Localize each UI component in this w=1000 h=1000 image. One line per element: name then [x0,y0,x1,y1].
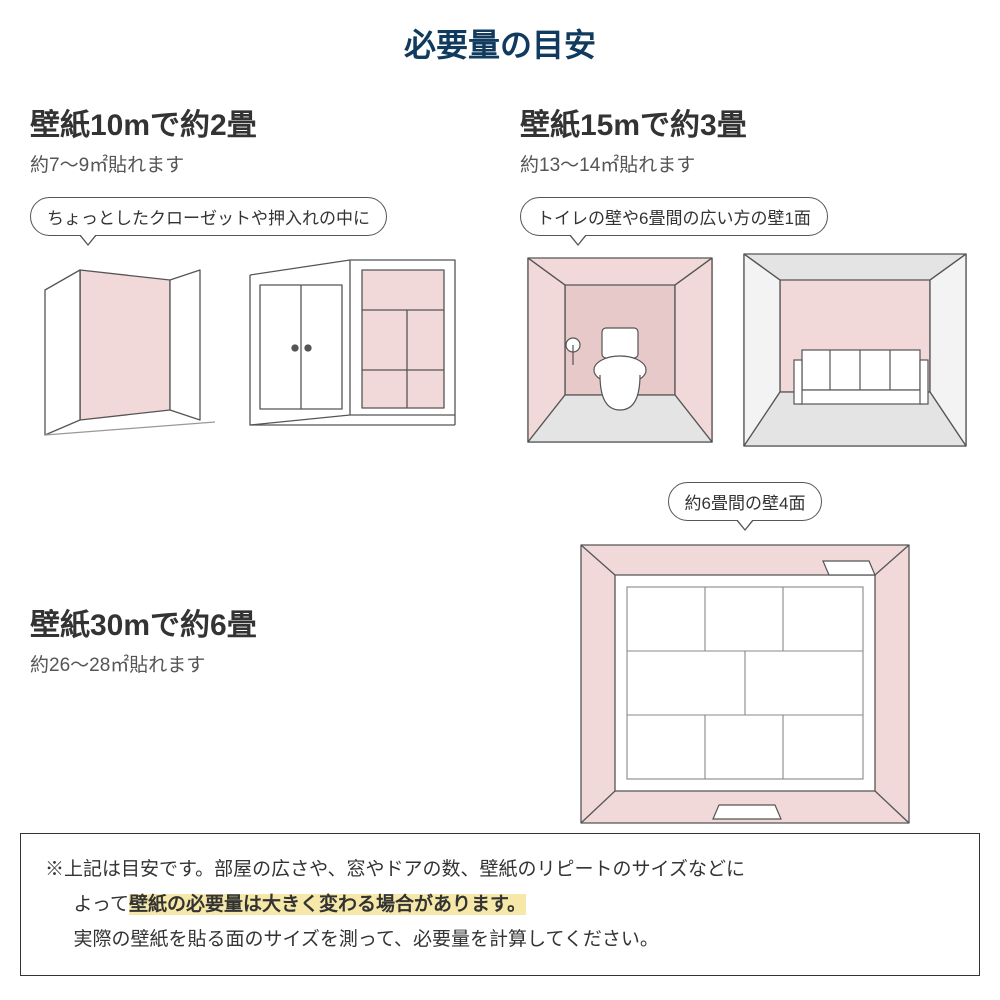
disclaimer-line-1: ※上記は目安です。部屋の広さや、窓やドアの数、壁紙のリピートのサイズなどに [45,852,955,887]
disclaimer-line-3: 実際の壁紙を貼る面のサイズを測って、必要量を計算してください。 [45,922,955,957]
subtext-10m: 約7〜9㎡貼れます [30,150,480,177]
bubble-15m: トイレの壁や6畳間の広い方の壁1面 [520,197,828,236]
page-title: 必要量の目安 [30,20,970,66]
subtext-30m: 約26〜28㎡貼れます [30,650,480,677]
closet-open-icon [30,250,220,440]
section-30m: 壁紙30mで約6畳 約26〜28㎡貼れます [30,600,480,829]
section-6jo: 約6畳間の壁4面 [520,482,970,829]
subtext-15m: 約13〜14㎡貼れます [520,150,970,177]
disclaimer-line-2: よって壁紙の必要量は大きく変わる場合があります。 [45,887,955,922]
disclaimer-box: ※上記は目安です。部屋の広さや、窓やドアの数、壁紙のリピートのサイズなどに よっ… [20,833,980,976]
heading-10m: 壁紙10mで約2畳 [30,100,480,144]
living-room-icon [740,250,970,450]
room-floorplan-icon [575,539,915,829]
toilet-room-icon [520,250,720,450]
sliding-closet-icon [240,250,460,440]
bubble-6jo: 約6畳間の壁4面 [668,482,823,521]
heading-30m: 壁紙30mで約6畳 [30,600,480,644]
section-15m: 壁紙15mで約3畳 約13〜14㎡貼れます トイレの壁や6畳間の広い方の壁1面 [520,100,970,450]
section-10m: 壁紙10mで約2畳 約7〜9㎡貼れます ちょっとしたクローゼットや押入れの中に [30,100,480,450]
heading-15m: 壁紙15mで約3畳 [520,100,970,144]
bubble-10m: ちょっとしたクローゼットや押入れの中に [30,197,387,236]
